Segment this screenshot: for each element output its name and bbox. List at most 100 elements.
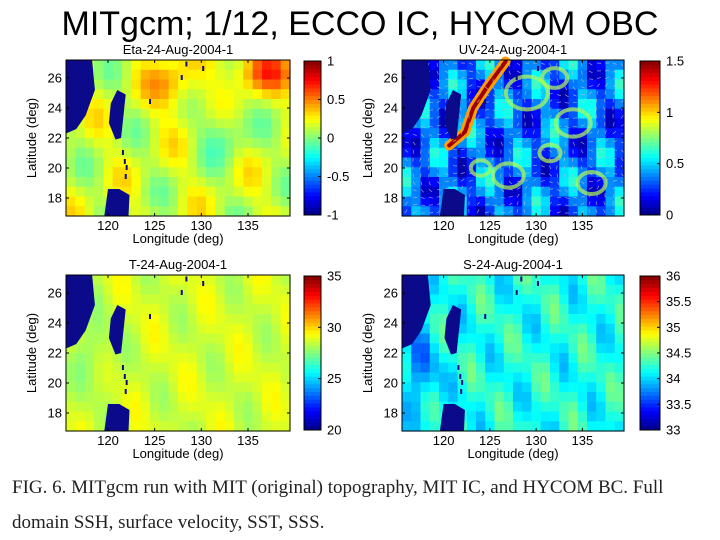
velocity-arrow	[436, 86, 441, 89]
velocity-arrow	[620, 99, 625, 103]
field-cell	[550, 314, 560, 325]
field-cell	[131, 138, 142, 149]
field-cell	[466, 128, 477, 139]
field-cell	[513, 343, 523, 354]
field-cell	[103, 60, 114, 71]
field-cell	[513, 304, 523, 315]
field-cell	[131, 323, 142, 335]
field-cell	[178, 362, 188, 374]
field-cell	[476, 186, 486, 198]
field-cell	[485, 333, 496, 344]
field-cell	[605, 128, 616, 139]
field-cell	[429, 411, 440, 422]
field-cell	[568, 186, 579, 198]
field-cell	[159, 138, 170, 149]
y-axis-label: Latitude (deg)	[360, 98, 375, 178]
velocity-arrow	[491, 62, 494, 67]
field-cell	[94, 69, 104, 81]
velocity-arrow	[516, 91, 521, 95]
field-cell	[75, 128, 86, 139]
velocity-arrow	[444, 149, 449, 152]
field-cell	[234, 411, 244, 422]
field-cell	[429, 392, 440, 403]
velocity-arrow	[428, 196, 433, 199]
field-cell	[84, 392, 95, 403]
field-cell	[439, 323, 449, 335]
field-cell	[84, 118, 95, 129]
field-cell	[159, 147, 170, 159]
velocity-arrow	[419, 165, 422, 170]
velocity-arrow	[452, 179, 457, 182]
field-cell	[252, 79, 263, 90]
velocity-arrow	[612, 157, 617, 160]
panel-title: UV-24-Aug-2004-1	[459, 42, 567, 57]
field-cell	[411, 167, 422, 178]
field-cell	[596, 60, 607, 71]
velocity-arrow	[620, 62, 624, 67]
field-cell	[168, 69, 179, 81]
field-cell	[280, 108, 291, 120]
field-cell	[66, 167, 76, 178]
field-cell	[122, 108, 132, 120]
field-cell	[206, 69, 216, 81]
velocity-arrow	[476, 149, 481, 153]
velocity-arrow	[564, 196, 569, 200]
velocity-arrow	[516, 62, 521, 66]
field-cell	[112, 392, 123, 403]
field-cell	[234, 186, 244, 198]
velocity-arrow	[548, 114, 552, 119]
field-cell	[234, 353, 244, 364]
field-cell	[485, 138, 496, 149]
velocity-arrow	[548, 132, 553, 135]
small-island	[459, 159, 462, 164]
velocity-arrow	[572, 141, 576, 146]
field-cell	[262, 401, 272, 413]
colorbar-segment	[640, 95, 660, 100]
small-island	[125, 380, 128, 385]
field-cell	[122, 128, 132, 139]
field-cell	[448, 177, 459, 188]
field-cell	[271, 138, 282, 149]
field-cell	[84, 147, 95, 159]
field-cell	[252, 186, 263, 198]
field-cell	[66, 372, 76, 383]
field-cell	[215, 186, 226, 198]
field-cell	[439, 167, 449, 178]
velocity-arrow	[524, 148, 529, 151]
field-cell	[224, 314, 235, 325]
field-cell	[131, 206, 142, 217]
field-cell	[503, 401, 514, 413]
field-cell	[112, 353, 123, 364]
field-cell	[587, 128, 597, 139]
field-cell	[605, 99, 616, 110]
velocity-arrow	[444, 165, 449, 169]
field-cell	[577, 362, 588, 374]
field-cell	[206, 186, 216, 198]
field-cell	[429, 372, 440, 383]
field-cell	[485, 314, 496, 325]
colorbar-segment	[640, 360, 660, 366]
field-cell	[587, 186, 597, 198]
field-cell	[587, 147, 597, 159]
field-cell	[234, 392, 244, 403]
velocity-arrow	[428, 133, 433, 137]
field-cell	[84, 138, 95, 149]
field-cell	[280, 323, 291, 335]
field-cell	[513, 362, 523, 374]
colorbar-segment	[304, 172, 321, 177]
field-cell	[271, 196, 282, 207]
field-cell	[420, 333, 431, 344]
field-cell	[150, 372, 160, 383]
field-cell	[243, 314, 254, 325]
field-cell	[150, 333, 160, 344]
field-cell	[150, 314, 160, 325]
field-cell	[271, 177, 282, 188]
velocity-arrow	[508, 141, 513, 145]
velocity-arrow	[508, 195, 513, 198]
colorbar-segment	[640, 379, 660, 385]
field-cell	[596, 138, 607, 149]
field-cell	[131, 196, 142, 207]
field-cell	[215, 323, 226, 335]
velocity-arrow	[588, 193, 592, 198]
field-cell	[94, 128, 104, 139]
